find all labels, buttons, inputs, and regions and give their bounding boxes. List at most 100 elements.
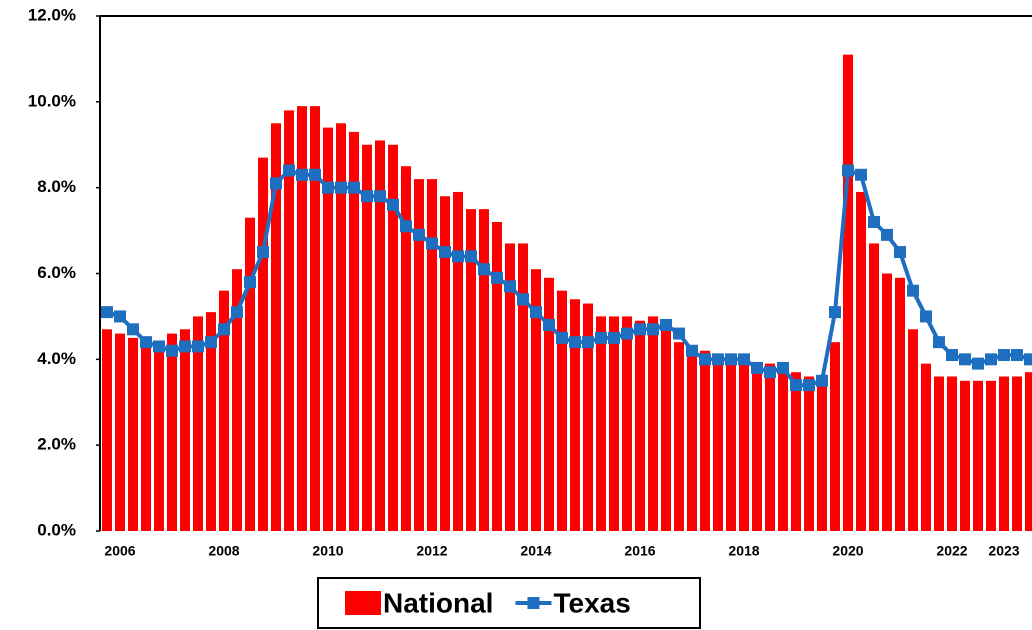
- marker: [907, 284, 919, 297]
- bar: [544, 277, 554, 531]
- marker: [426, 237, 438, 250]
- marker: [777, 361, 789, 374]
- marker: [595, 331, 607, 344]
- marker: [166, 344, 178, 357]
- marker: [101, 306, 113, 319]
- x-tick-label: 2020: [832, 543, 863, 559]
- marker: [348, 181, 360, 194]
- bar: [219, 290, 229, 531]
- bar: [102, 329, 112, 531]
- bar: [934, 376, 944, 531]
- marker: [257, 246, 269, 259]
- bar: [908, 329, 918, 531]
- marker: [335, 181, 347, 194]
- bar: [960, 380, 970, 531]
- bar: [570, 299, 580, 531]
- x-tick-label: 2014: [520, 543, 551, 559]
- marker: [478, 263, 490, 276]
- marker: [842, 164, 854, 177]
- bar: [869, 243, 879, 532]
- marker: [855, 168, 867, 181]
- marker: [205, 336, 217, 349]
- marker: [920, 310, 932, 323]
- bar: [154, 346, 164, 531]
- marker: [231, 306, 243, 319]
- y-tick-label: 8.0%: [37, 177, 76, 196]
- marker: [491, 271, 503, 284]
- bar: [739, 363, 749, 531]
- bar: [921, 363, 931, 531]
- marker: [517, 293, 529, 306]
- marker: [647, 323, 659, 336]
- marker: [153, 340, 165, 353]
- marker: [140, 336, 152, 349]
- bar: [193, 316, 203, 531]
- x-tick-label: 2018: [728, 543, 759, 559]
- bar: [206, 312, 216, 531]
- bar: [128, 337, 138, 531]
- marker: [673, 327, 685, 340]
- bar: [778, 367, 788, 531]
- bar: [661, 325, 671, 531]
- marker: [933, 336, 945, 349]
- bar: [557, 290, 567, 531]
- bar: [596, 316, 606, 531]
- marker: [764, 366, 776, 379]
- marker: [946, 349, 958, 362]
- bar: [635, 320, 645, 531]
- marker: [634, 323, 646, 336]
- marker: [738, 353, 750, 366]
- bar: [986, 380, 996, 531]
- bar: [830, 342, 840, 531]
- bar: [973, 380, 983, 531]
- bar: [297, 106, 307, 531]
- y-tick-label: 2.0%: [37, 435, 76, 454]
- bar: [791, 372, 801, 531]
- marker: [712, 353, 724, 366]
- marker: [114, 310, 126, 323]
- bar: [999, 376, 1009, 531]
- marker: [790, 379, 802, 392]
- marker: [322, 181, 334, 194]
- bar: [765, 363, 775, 531]
- bar: [843, 54, 853, 531]
- marker: [530, 306, 542, 319]
- marker: [387, 198, 399, 211]
- bar: [518, 243, 528, 532]
- marker: [556, 331, 568, 344]
- bar: [674, 342, 684, 531]
- x-tick-label: 2008: [208, 543, 239, 559]
- marker: [829, 306, 841, 319]
- x-tick-label: 2023: [988, 543, 1019, 559]
- bar: [609, 316, 619, 531]
- marker: [296, 168, 308, 181]
- marker: [543, 319, 555, 331]
- bar: [531, 269, 541, 531]
- marker: [309, 168, 321, 181]
- marker: [283, 164, 295, 177]
- x-tick-label: 2006: [104, 543, 135, 559]
- legend-box: [317, 577, 701, 629]
- marker: [959, 353, 971, 366]
- marker: [192, 340, 204, 353]
- bar: [726, 359, 736, 531]
- bar: [492, 222, 502, 531]
- marker: [660, 319, 672, 331]
- marker: [894, 246, 906, 259]
- bar: [232, 269, 242, 531]
- bar: [388, 144, 398, 531]
- bar: [882, 273, 892, 531]
- marker: [1024, 353, 1032, 366]
- marker: [803, 379, 815, 392]
- marker: [361, 190, 373, 203]
- bar: [362, 144, 372, 531]
- bar: [414, 179, 424, 532]
- marker: [751, 361, 763, 374]
- marker: [127, 323, 139, 336]
- bar: [622, 316, 632, 531]
- bar: [349, 131, 359, 531]
- legend-swatch: [527, 597, 540, 609]
- bar: [505, 243, 515, 532]
- marker: [998, 349, 1010, 362]
